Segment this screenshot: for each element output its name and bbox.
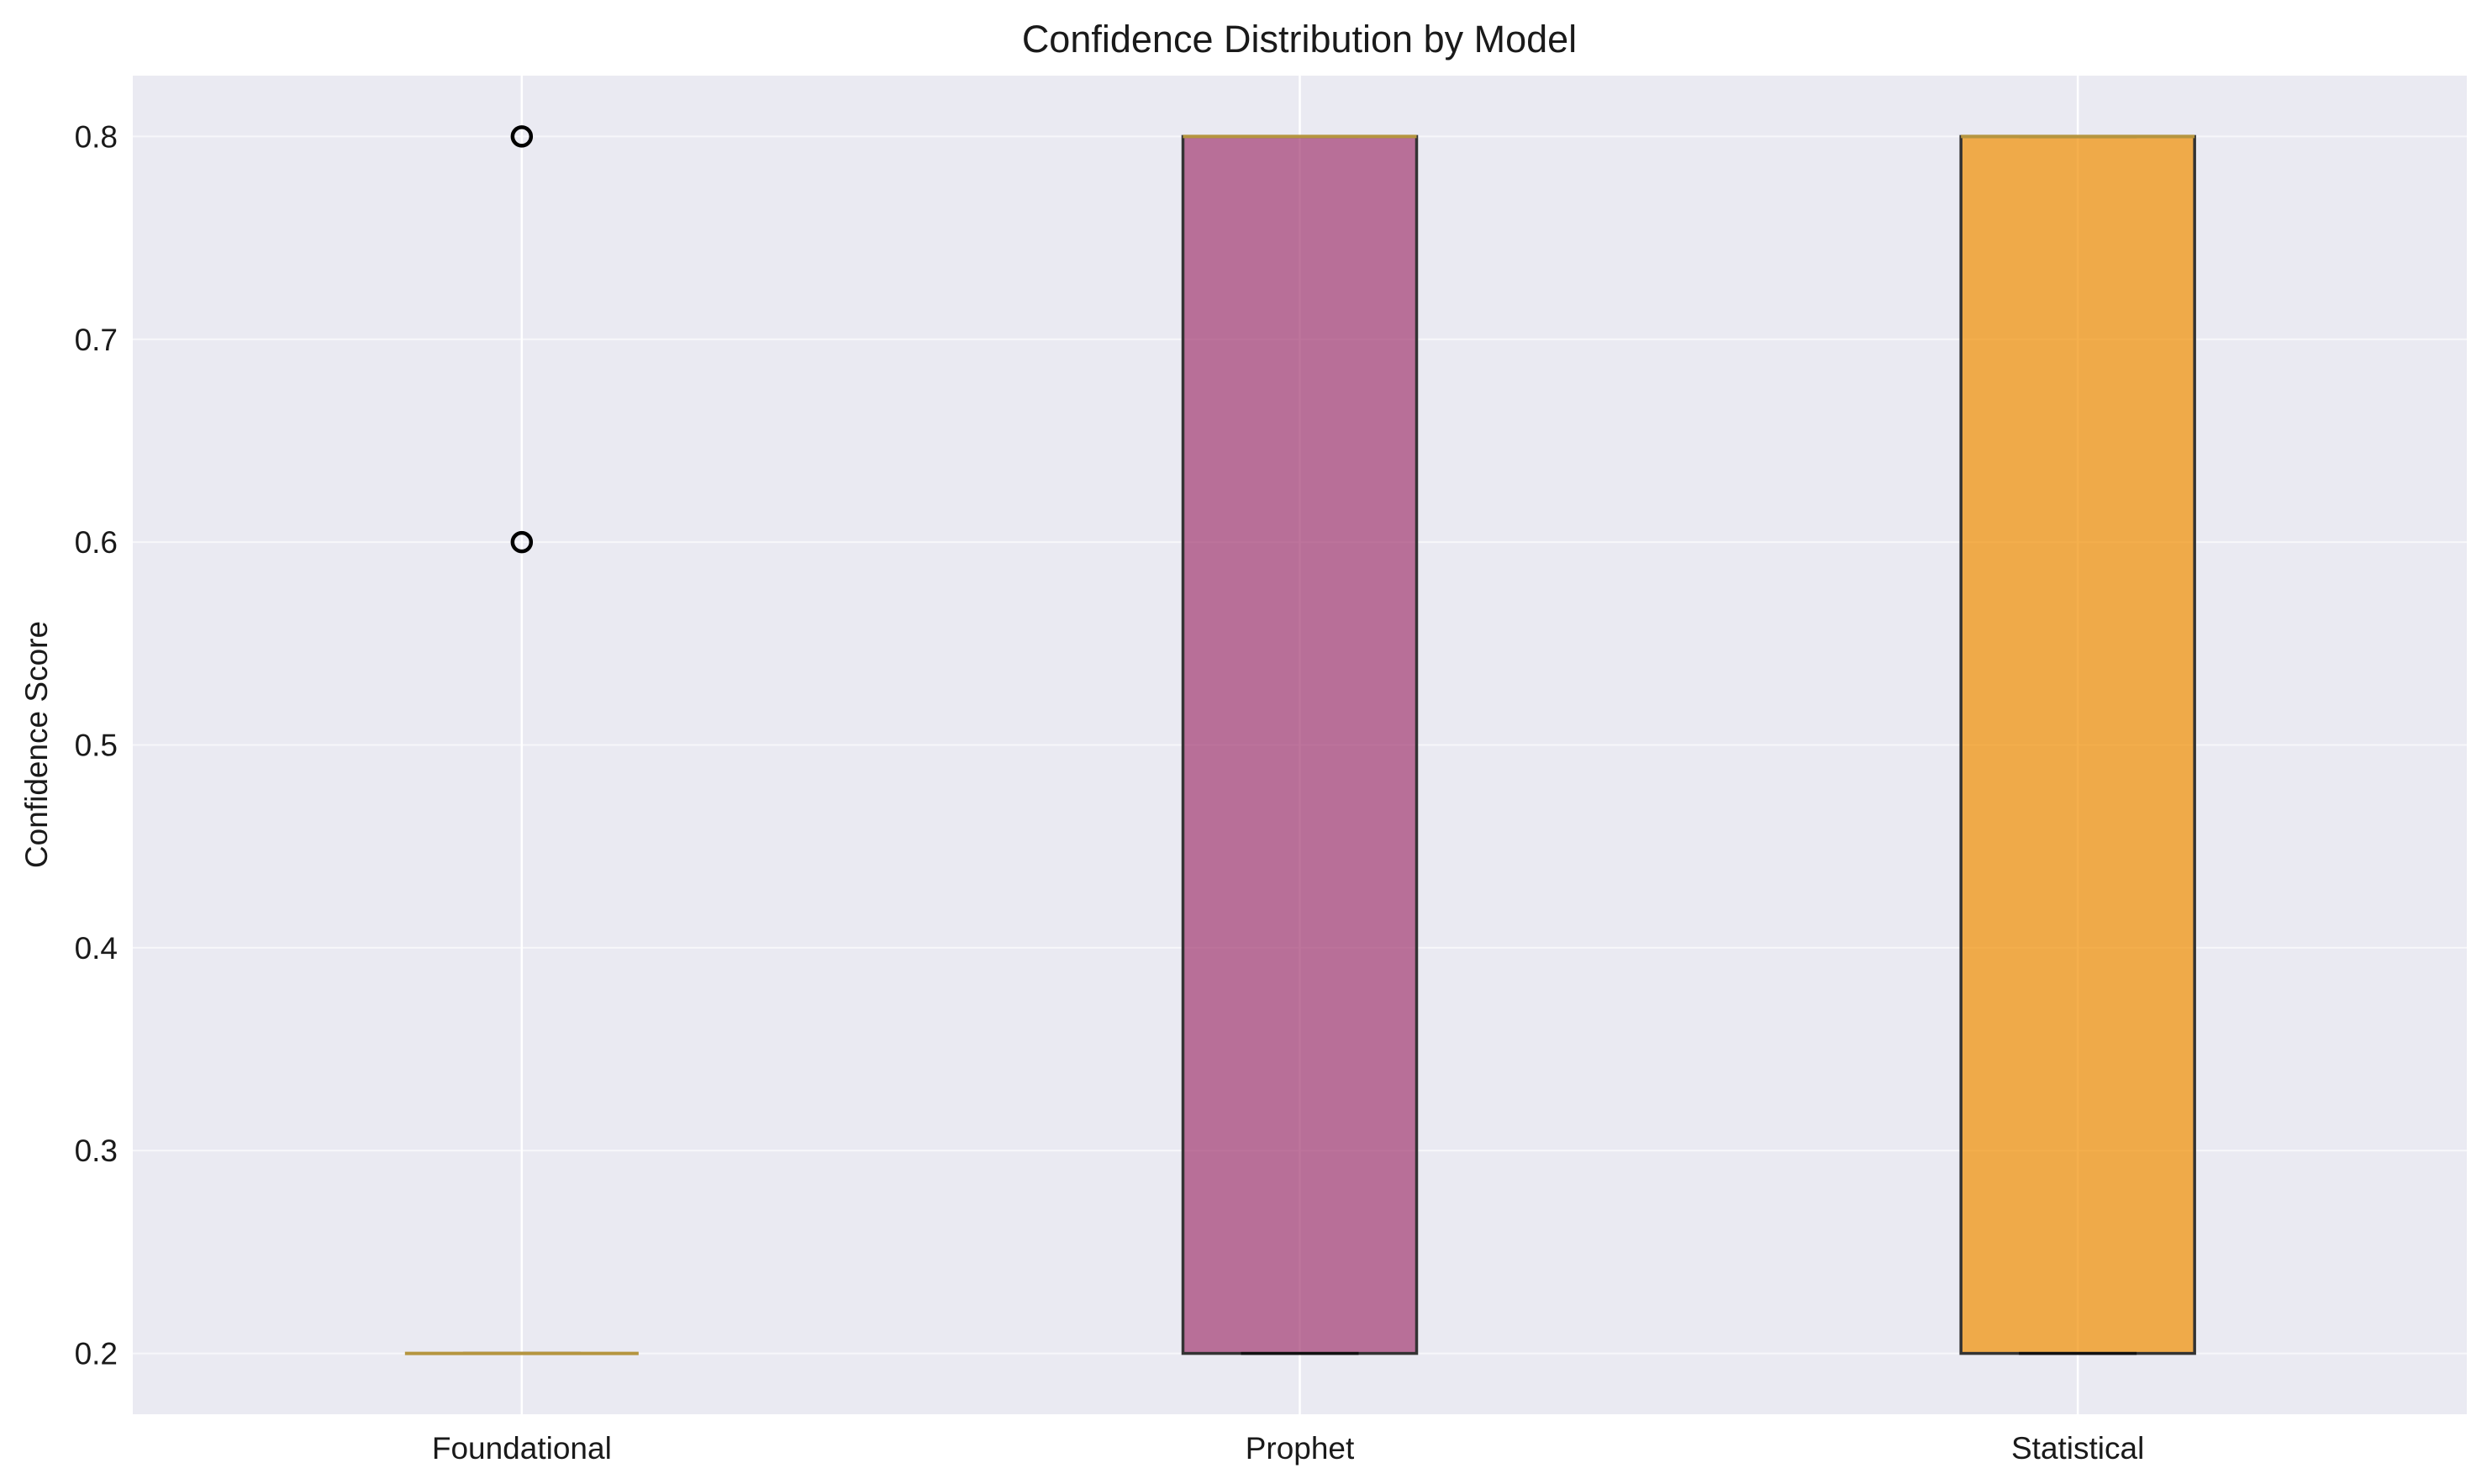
outlier-point bbox=[510, 125, 534, 148]
x-tick-label: Statistical bbox=[2011, 1431, 2144, 1466]
y-tick-label: 0.6 bbox=[75, 525, 118, 560]
y-tick-label: 0.8 bbox=[75, 119, 118, 154]
y-tick-label: 0.7 bbox=[75, 323, 118, 357]
y-tick-label: 0.2 bbox=[75, 1337, 118, 1371]
y-tick-label: 0.3 bbox=[75, 1134, 118, 1168]
chart-title: Confidence Distribution by Model bbox=[1022, 18, 1577, 61]
outlier-points bbox=[510, 125, 534, 554]
box-body bbox=[1959, 134, 2196, 1355]
box-group-prophet bbox=[1181, 134, 1419, 1355]
outlier-point bbox=[510, 530, 534, 554]
x-axis-ticks: Foundational Prophet Statistical bbox=[432, 1431, 2144, 1466]
box-plots bbox=[404, 134, 2196, 1355]
x-tick-label: Foundational bbox=[432, 1431, 612, 1466]
y-axis-label: Confidence Score bbox=[19, 621, 54, 868]
box-group-statistical bbox=[1959, 134, 2196, 1355]
box-group-foundational bbox=[404, 1351, 639, 1355]
y-axis-ticks: 0.2 0.3 0.4 0.5 0.6 0.7 0.8 bbox=[75, 119, 118, 1371]
y-tick-label: 0.5 bbox=[75, 729, 118, 763]
x-tick-label: Prophet bbox=[1246, 1431, 1355, 1466]
box-body bbox=[1181, 134, 1419, 1355]
y-tick-label: 0.4 bbox=[75, 931, 118, 966]
